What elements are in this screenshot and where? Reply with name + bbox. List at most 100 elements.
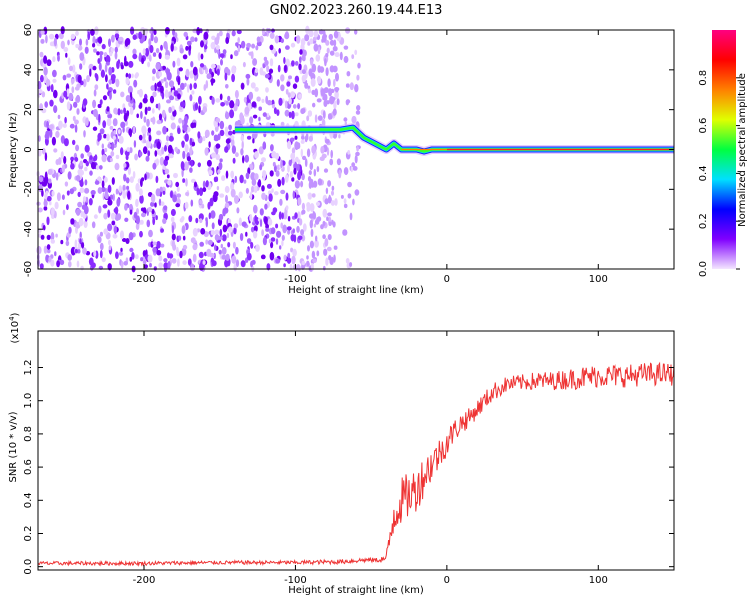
noise-blob bbox=[301, 69, 306, 75]
noise-blob bbox=[178, 235, 182, 241]
noise-blob bbox=[297, 235, 303, 241]
noise-blob bbox=[259, 67, 264, 76]
noise-blob bbox=[63, 156, 67, 164]
noise-blob bbox=[287, 215, 291, 222]
noise-blob bbox=[322, 208, 328, 218]
y-tick-label: 40 bbox=[23, 63, 34, 76]
noise-blob bbox=[262, 64, 266, 69]
noise-blob bbox=[356, 146, 359, 152]
noise-blob bbox=[51, 190, 55, 197]
noise-blob bbox=[207, 239, 213, 246]
noise-blob bbox=[84, 144, 90, 153]
noise-blob bbox=[215, 117, 221, 123]
spectrogram-x-label: Height of straight line (km) bbox=[288, 285, 424, 296]
spectrogram-y-axis: -60 -40 -20 0 20 40 60 bbox=[23, 24, 674, 277]
noise-blob bbox=[332, 221, 336, 228]
y-tick-label: -60 bbox=[23, 261, 34, 277]
noise-blob bbox=[66, 190, 70, 196]
noise-blob bbox=[52, 69, 57, 78]
noise-blob bbox=[164, 54, 170, 60]
noise-blob bbox=[87, 31, 91, 41]
noise-blob bbox=[233, 226, 237, 235]
noise-blob bbox=[282, 224, 287, 234]
noise-blob bbox=[234, 90, 239, 99]
noise-blob bbox=[308, 170, 312, 176]
noise-blob bbox=[74, 119, 79, 125]
noise-blob bbox=[203, 84, 207, 91]
noise-blob bbox=[204, 147, 209, 156]
noise-blob bbox=[52, 56, 56, 63]
noise-blob bbox=[101, 154, 107, 163]
noise-blob bbox=[317, 178, 323, 186]
noise-blob bbox=[250, 172, 256, 181]
noise-blob bbox=[142, 146, 148, 155]
noise-blob bbox=[112, 234, 118, 239]
noise-blob bbox=[320, 224, 324, 230]
noise-blob bbox=[75, 94, 81, 103]
noise-blob bbox=[325, 53, 329, 58]
noise-blob bbox=[281, 176, 285, 186]
noise-blob bbox=[79, 187, 85, 193]
noise-blob bbox=[322, 154, 327, 159]
noise-blob bbox=[241, 221, 247, 227]
noise-blob bbox=[304, 82, 309, 89]
noise-blob bbox=[210, 78, 216, 84]
colorbar: 0.0 0.2 0.4 0.6 0.8 Normalized spectral ampl… bbox=[698, 30, 748, 277]
noise-blob bbox=[250, 260, 254, 268]
noise-blob bbox=[107, 143, 112, 149]
noise-blob bbox=[198, 251, 204, 259]
noise-blob bbox=[297, 211, 301, 221]
noise-blob bbox=[43, 120, 48, 128]
noise-blob bbox=[345, 99, 350, 106]
noise-blob bbox=[183, 31, 188, 38]
noise-blob bbox=[190, 237, 196, 244]
noise-blob bbox=[41, 108, 47, 114]
noise-blob bbox=[72, 64, 76, 73]
noise-blob bbox=[211, 96, 215, 105]
noise-blob bbox=[89, 68, 92, 77]
noise-blob bbox=[333, 39, 337, 47]
noise-blob bbox=[158, 52, 162, 60]
noise-blob bbox=[99, 242, 104, 251]
noise-blob bbox=[103, 228, 108, 235]
noise-blob bbox=[64, 181, 69, 187]
noise-blob bbox=[251, 178, 257, 186]
noise-blob bbox=[46, 59, 52, 67]
noise-blob bbox=[170, 43, 174, 52]
noise-blob bbox=[144, 173, 147, 181]
noise-blob bbox=[181, 119, 185, 126]
noise-blob bbox=[301, 173, 305, 181]
noise-blob bbox=[141, 212, 146, 218]
noise-blob bbox=[250, 226, 255, 233]
noise-blob bbox=[301, 260, 306, 266]
noise-blob bbox=[160, 201, 165, 206]
noise-blob bbox=[192, 243, 198, 251]
noise-blob bbox=[54, 201, 59, 210]
noise-blob bbox=[83, 220, 88, 228]
noise-blob bbox=[211, 260, 217, 267]
noise-blob bbox=[271, 188, 274, 193]
noise-blob bbox=[275, 223, 279, 229]
noise-blob bbox=[108, 38, 111, 47]
noise-blob bbox=[166, 174, 170, 179]
noise-blob bbox=[142, 48, 146, 55]
noise-blob bbox=[43, 66, 48, 76]
x-tick-label: 100 bbox=[589, 274, 608, 285]
noise-blob bbox=[179, 47, 184, 54]
noise-blob bbox=[343, 167, 349, 176]
noise-blob bbox=[197, 131, 201, 139]
noise-blob bbox=[103, 52, 108, 58]
noise-blob bbox=[98, 36, 103, 44]
noise-blob bbox=[72, 139, 76, 146]
noise-blob bbox=[224, 72, 228, 81]
noise-blob bbox=[128, 232, 134, 241]
noise-blob bbox=[296, 35, 301, 44]
noise-blob bbox=[355, 110, 361, 115]
noise-blob bbox=[300, 38, 306, 47]
noise-blob bbox=[60, 239, 64, 245]
noise-blob bbox=[215, 143, 221, 149]
noise-blob bbox=[239, 233, 244, 241]
noise-blob bbox=[134, 254, 139, 260]
noise-blob bbox=[312, 212, 316, 220]
noise-blob bbox=[188, 215, 193, 223]
